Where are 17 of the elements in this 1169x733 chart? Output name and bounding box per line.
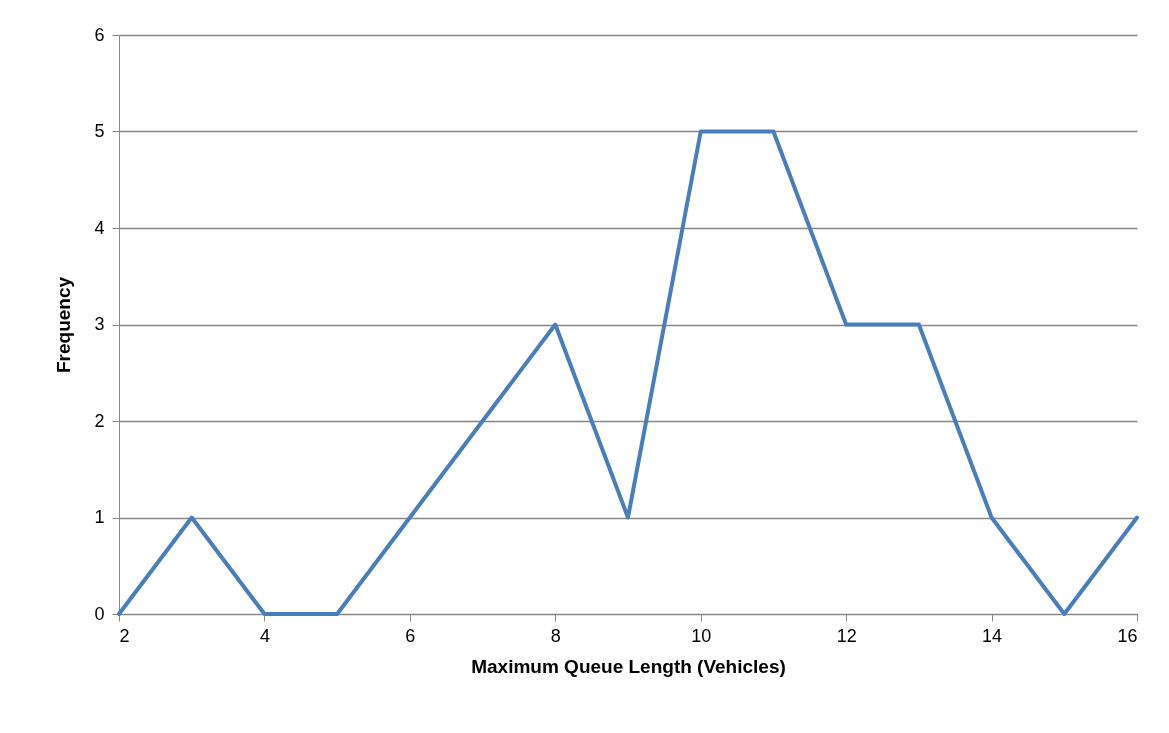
x-tick-label: 10 (691, 625, 712, 646)
x-tick-label: 4 (259, 625, 270, 646)
x-tick-label: 8 (550, 625, 561, 646)
y-tick-label: 6 (94, 24, 105, 45)
y-tick-label: 0 (94, 603, 105, 624)
y-tick-label: 2 (94, 410, 105, 431)
y-tick-label: 4 (94, 217, 105, 238)
y-axis-title: Frequency (53, 276, 75, 374)
x-tick-label: 2 (119, 625, 130, 646)
y-tick-label: 1 (94, 507, 105, 527)
y-tick-label: 3 (94, 314, 105, 334)
x-axis-title: Maximum Queue Length (Vehicles) (471, 655, 786, 677)
x-tick-label: 6 (405, 625, 416, 646)
x-tick-label: 16 (1117, 625, 1138, 646)
x-tick-label: 12 (836, 625, 857, 646)
x-tick-label: 14 (982, 625, 1003, 646)
y-tick-label: 5 (94, 121, 105, 141)
